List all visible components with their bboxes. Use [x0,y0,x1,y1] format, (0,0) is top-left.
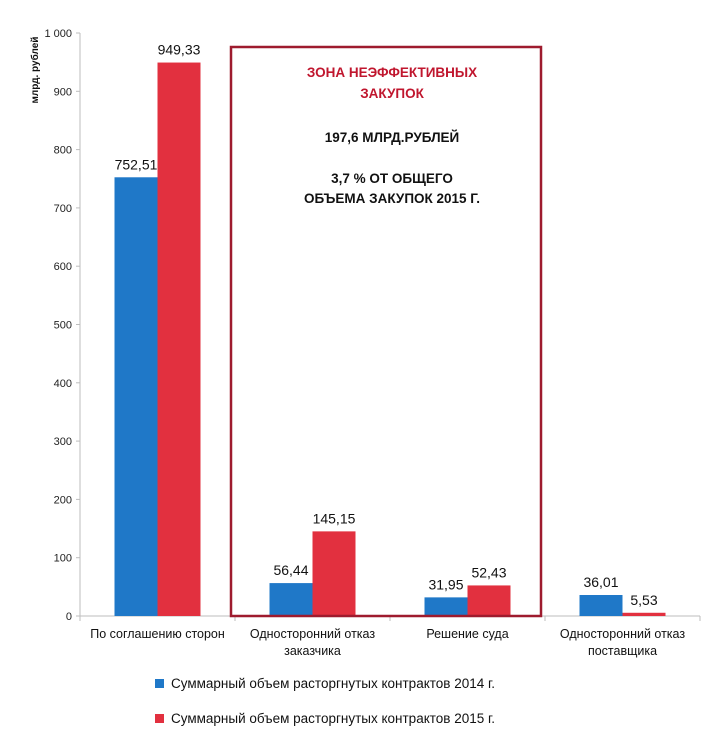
y-tick-label: 200 [54,494,72,506]
data-label: 949,33 [158,42,201,58]
data-label: 31,95 [428,576,463,592]
data-label: 752,51 [115,156,158,172]
x-category-label: Решение суда [426,627,508,641]
axes: млрд. рублей 0 100 200 300 400 500 600 700 800 900… [29,28,701,658]
zone-share: 3,7 % ОТ ОБЩЕГО [331,171,453,186]
y-tick-label: 600 [54,261,72,273]
zone-title: ЗОНА НЕЭФФЕКТИВНЫХ [307,65,477,80]
zone-box [229,45,543,618]
y-tick-label: 100 [54,553,72,565]
bar-2015 [467,585,511,616]
bar-2014 [424,597,468,616]
x-category-label: Односторонний отказ заказчика [250,627,375,658]
bar-2015 [312,531,356,616]
zone-amount: 197,6 МЛРД.РУБЛЕЙ [325,130,460,145]
bar-2014 [269,583,313,616]
x-category-label: По соглашению сторон [90,627,225,641]
data-label: 52,43 [471,564,506,580]
zone-title: ЗАКУПОК [360,86,424,101]
legend-swatch-2014 [155,679,164,688]
y-tick-label: 1 000 [44,28,72,40]
y-tick-label: 400 [54,378,72,390]
bars: 752,51 56,44 31,95 36,01 949,33 145,15 52,43 5,… [114,42,666,617]
ineffective-zone: ЗОНА НЕЭФФЕКТИВНЫХ ЗАКУПОК 197,6 МЛРД.РУБЛ… [229,45,543,618]
data-label: 56,44 [273,562,308,578]
y-tick-label: 700 [54,203,72,215]
legend: Суммарный объем расторгнутых контрактов … [155,676,495,726]
legend-label-2014: Суммарный объем расторгнутых контрактов … [171,676,495,691]
bar-2014 [579,595,623,616]
data-label: 145,15 [313,510,356,526]
zone-share: ОБЪЕМА ЗАКУПОК 2015 Г. [304,191,480,206]
y-tick-label: 500 [54,320,72,332]
legend-label-2015: Суммарный объем расторгнутых контрактов … [171,711,495,726]
y-tick-label: 800 [54,145,72,157]
data-label: 36,01 [583,574,618,590]
bar-2015 [622,612,666,616]
y-tick-label: 900 [54,86,72,98]
data-label: 5,53 [630,592,657,608]
y-axis-label: млрд. рублей [29,37,41,104]
y-tick-label: 300 [54,436,72,448]
legend-swatch-2015 [155,714,164,723]
y-tick-label: 0 [66,611,72,623]
x-category-label: Односторонний отказ поставщика [560,627,685,658]
bar-2015 [157,62,201,617]
bar-2014 [114,177,158,616]
